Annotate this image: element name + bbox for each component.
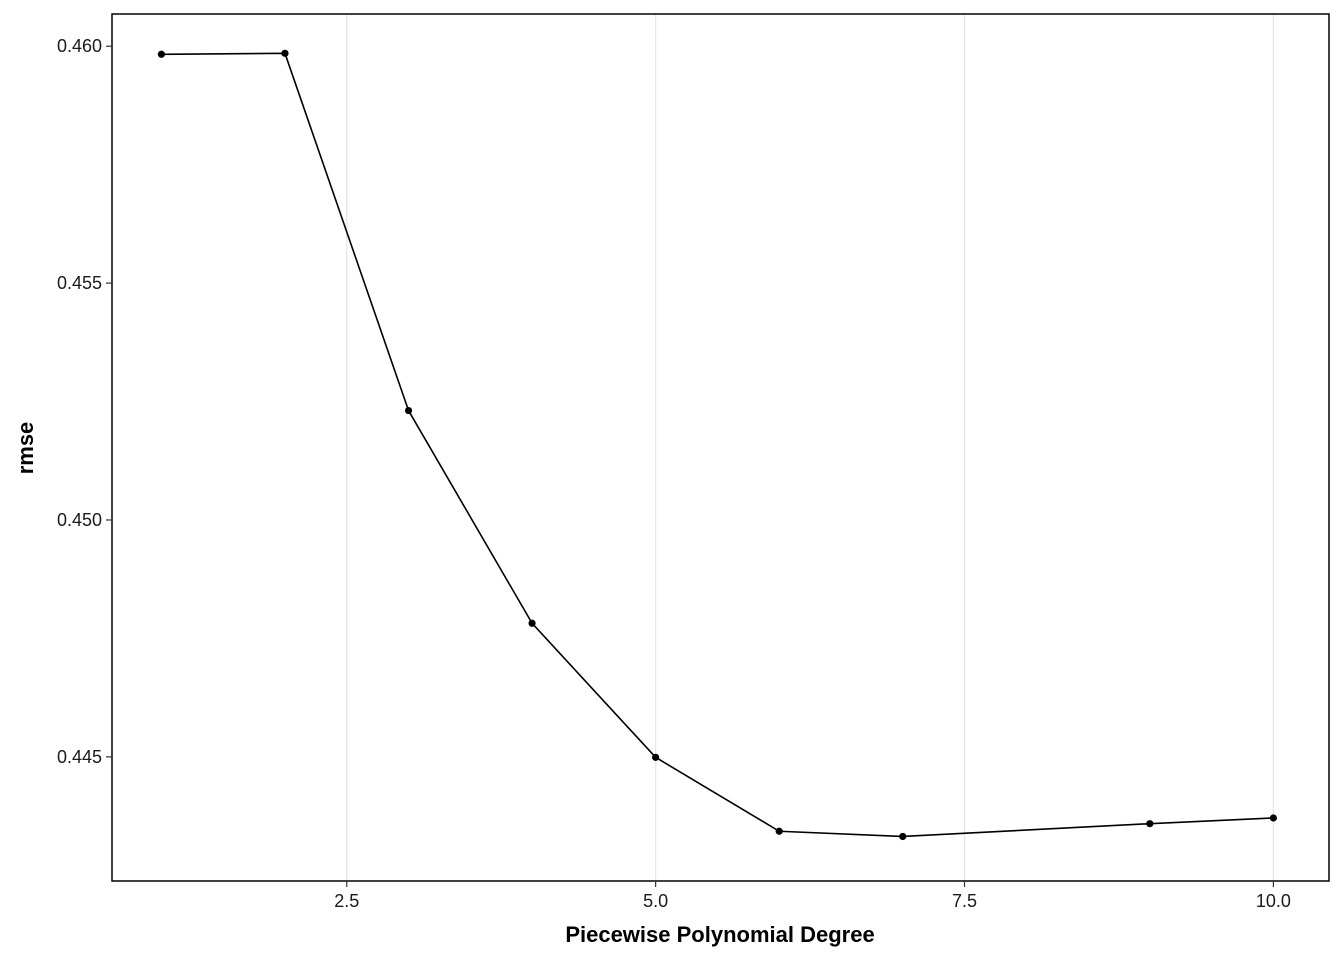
y-tick-label: 0.460 [57, 36, 102, 56]
data-point [404, 406, 413, 415]
series-line [161, 52, 1274, 838]
data-point [281, 49, 289, 57]
data-point [775, 827, 783, 835]
x-tick-label: 10.0 [1256, 891, 1291, 911]
y-tick-label: 0.455 [57, 273, 102, 293]
y-tick-label: 0.445 [57, 747, 102, 767]
x-tick-label: 2.5 [334, 891, 359, 911]
data-point [1146, 820, 1154, 828]
data-point [528, 619, 536, 627]
x-axis-title: Piecewise Polynomial Degree [565, 922, 874, 947]
y-tick-label: 0.450 [57, 510, 102, 530]
grid-layer [346, 14, 1275, 881]
y-axis-title: rmse [13, 422, 38, 475]
plot-frame [111, 13, 1330, 882]
data-point [899, 832, 907, 841]
x-tick-label: 5.0 [643, 891, 668, 911]
axis-layer: 2.5 5.0 7.5 10.0 0.445 0.450 0.455 0.460 [57, 36, 1291, 911]
data-point [157, 50, 166, 58]
series-layer [157, 49, 1278, 841]
data-point [1269, 814, 1278, 822]
x-tick-label: 7.5 [952, 891, 977, 911]
data-point [652, 753, 660, 761]
